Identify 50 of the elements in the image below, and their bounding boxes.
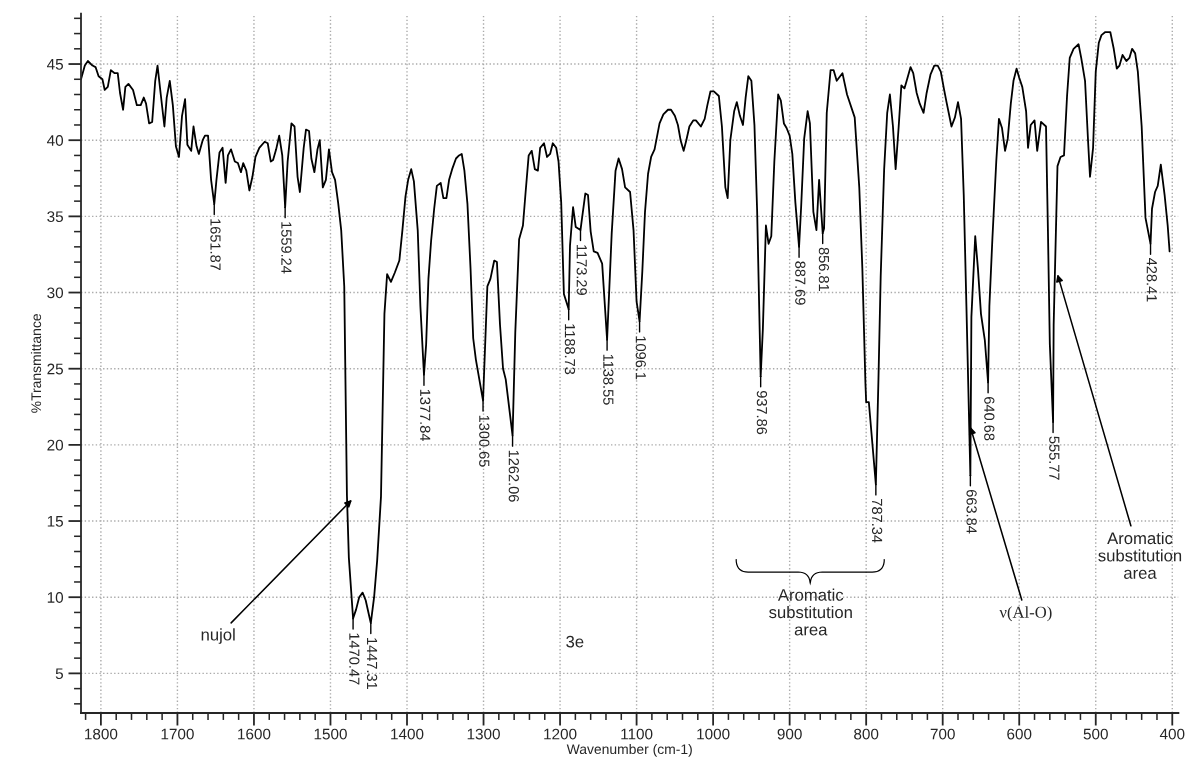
y-tick-label: 40 — [47, 135, 64, 146]
y-axis-title: %Transmittance — [30, 314, 42, 413]
annotation: ν(Al-O) — [999, 606, 1052, 622]
y-tick-label: 30 — [47, 287, 64, 299]
x-tick-label: 400 — [1159, 728, 1185, 740]
annotation: 1300.65 — [479, 415, 490, 467]
y-tick-label: 20 — [47, 439, 64, 451]
y-tick-label: 35 — [47, 211, 63, 223]
annotation: 1262.06 — [508, 450, 519, 502]
x-tick-label: 1500 — [314, 728, 347, 740]
y-tick-label: 45 — [47, 59, 63, 70]
x-tick-label: 900 — [777, 728, 802, 740]
x-tick-label: 1400 — [391, 728, 424, 740]
annotation: 640.68 — [984, 397, 995, 441]
x-tick-label: 500 — [1083, 728, 1108, 740]
y-tick-label: 15 — [47, 516, 63, 527]
annotation: 1377.84 — [420, 389, 431, 441]
annotation: 787.34 — [871, 499, 883, 543]
x-tick-label: 1300 — [467, 728, 500, 740]
annotation: 1447.31 — [366, 638, 378, 689]
annotation: 663.84 — [966, 489, 977, 534]
y-tick-label: 5 — [55, 668, 63, 680]
annotation: Aromatic substitution area — [769, 588, 852, 636]
y-tick-label: 25 — [47, 363, 63, 375]
x-tick-label: 1800 — [85, 728, 118, 740]
x-tick-label: 1000 — [697, 728, 730, 740]
annotation: 3e — [566, 635, 584, 648]
annotation: Aromatic substitution area — [1098, 531, 1182, 579]
x-tick-label: 800 — [854, 728, 879, 740]
x-axis-title: Wavenumber (cm-1) — [566, 743, 692, 757]
x-tick-label: 600 — [1007, 728, 1032, 740]
x-tick-label: 1200 — [544, 728, 577, 740]
annotation: 428.41 — [1146, 258, 1157, 302]
annotation: 856.81 — [818, 247, 830, 291]
annotation: 887.69 — [795, 261, 806, 305]
x-tick-label: 700 — [930, 728, 955, 740]
annotation: 937.86 — [756, 390, 768, 435]
y-tick-label: 10 — [47, 592, 64, 603]
x-tick-label: 1600 — [238, 728, 271, 740]
annotation: nujol — [201, 628, 235, 644]
annotation: 1470.47 — [349, 633, 360, 685]
annotation: 1559.24 — [281, 222, 292, 274]
annotation: 1173.29 — [576, 245, 587, 295]
annotation: 555.77 — [1049, 436, 1060, 480]
annotation: 1651.87 — [210, 219, 221, 271]
annotation: 1188.73 — [564, 324, 576, 375]
x-tick-label: 1100 — [621, 728, 653, 740]
annotation: 1138.55 — [603, 354, 614, 405]
annotation: 1096.1 — [635, 336, 646, 380]
x-tick-label: 1700 — [161, 728, 194, 740]
